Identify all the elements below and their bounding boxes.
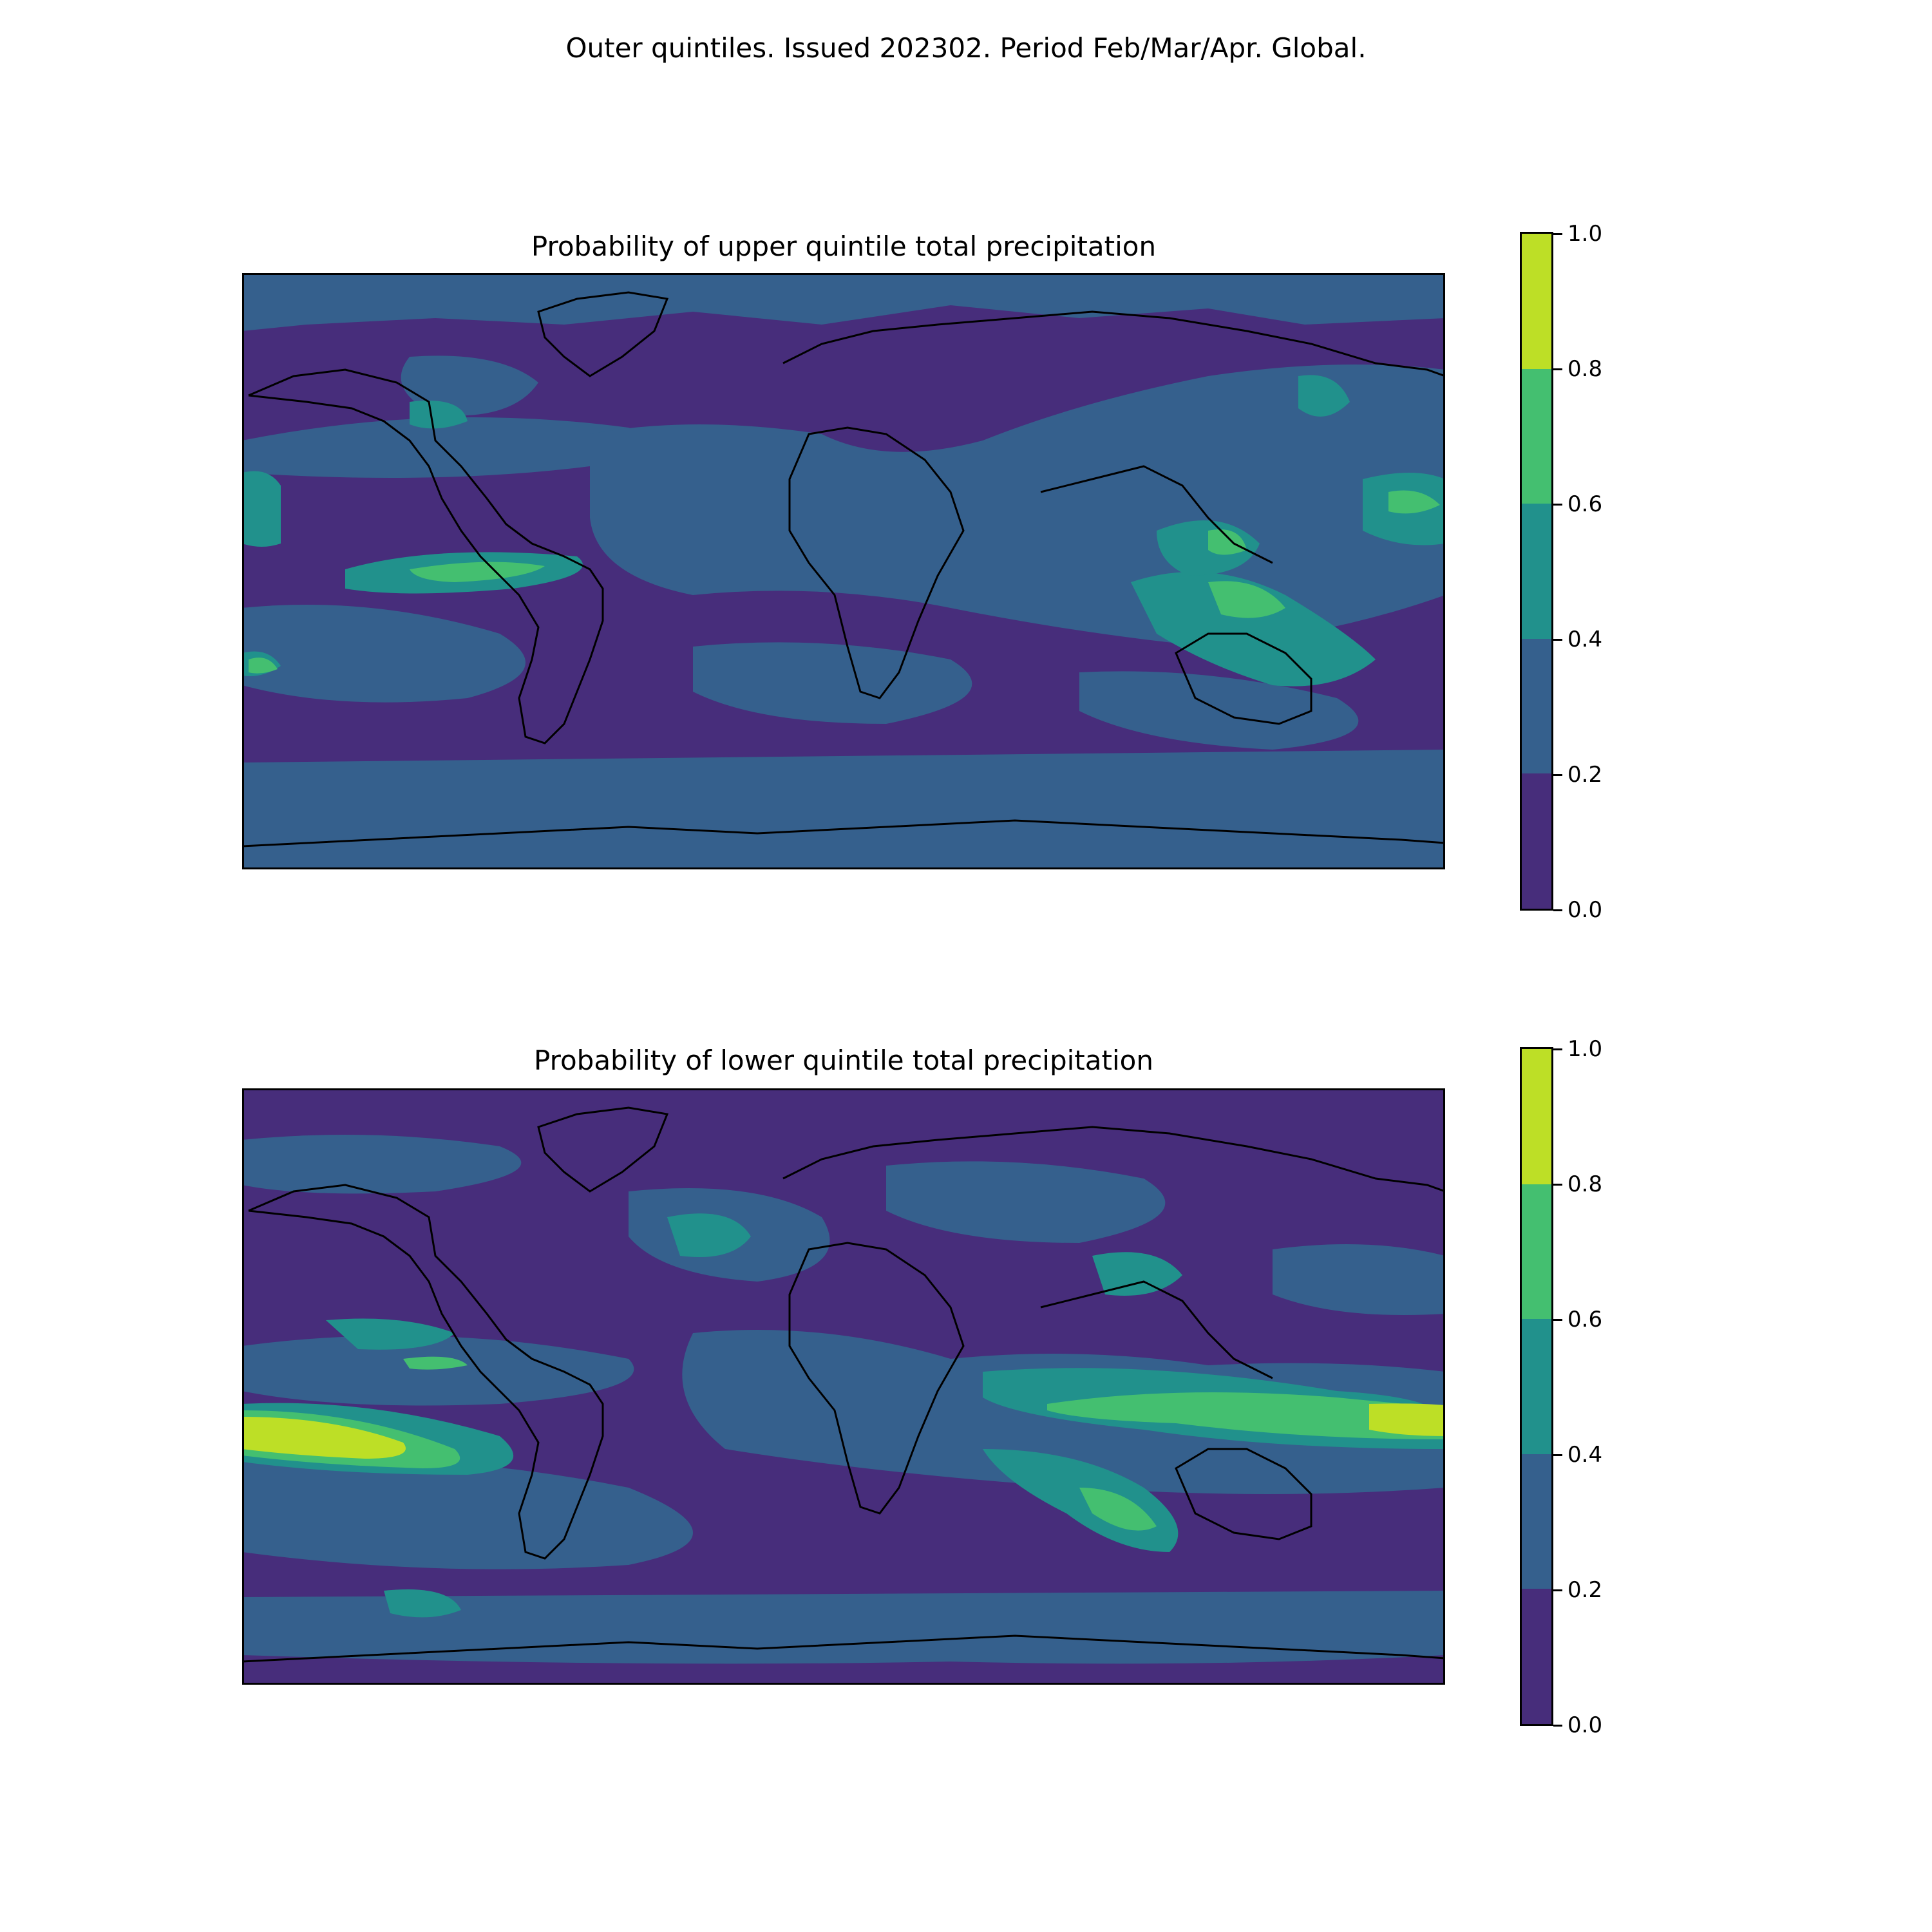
colorbar-upper-label: 1.0 — [1567, 221, 1603, 247]
figure-suptitle: Outer quintiles. Issued 202302. Period F… — [565, 32, 1367, 64]
map-upper-svg — [242, 273, 1445, 869]
colorbar-lower-tick — [1553, 1725, 1562, 1727]
colorbar-lower-label: 0.0 — [1567, 1712, 1603, 1738]
colorbar-lower-tick — [1553, 1319, 1562, 1321]
colorbar-lower-label: 0.8 — [1567, 1171, 1603, 1197]
colorbar-upper-tick — [1553, 774, 1562, 776]
colorbar-upper-tick — [1553, 368, 1562, 370]
coastlines-upper — [242, 291, 1445, 848]
colorbar-upper-tick — [1553, 233, 1562, 235]
colorbar-lower-tick — [1553, 1184, 1562, 1186]
colorbar-upper-seg-0 — [1522, 773, 1551, 909]
colorbar-upper-label: 0.8 — [1567, 356, 1603, 382]
field-bin-0-6-upper — [249, 490, 1440, 674]
colorbar-lower-seg-4 — [1522, 1049, 1551, 1184]
colorbar-upper — [1520, 232, 1553, 911]
colorbar-lower-label: 0.2 — [1567, 1577, 1603, 1603]
colorbar-lower-seg-2 — [1522, 1319, 1551, 1454]
coastlines-lower — [242, 1106, 1445, 1663]
colorbar-upper-tick — [1553, 639, 1562, 641]
colorbar-lower-tick — [1553, 1454, 1562, 1456]
colorbar-upper-seg-4 — [1522, 234, 1551, 369]
colorbar-upper-tick — [1553, 504, 1562, 506]
colorbar-lower-label: 0.4 — [1567, 1442, 1603, 1468]
colorbar-lower — [1520, 1047, 1553, 1726]
colorbar-upper-seg-1 — [1522, 638, 1551, 774]
colorbar-upper-seg-2 — [1522, 504, 1551, 639]
colorbar-lower-seg-0 — [1522, 1589, 1551, 1724]
field-bin-0-4-upper — [242, 375, 1445, 687]
colorbar-upper-label: 0.0 — [1567, 897, 1603, 923]
panel-title-upper: Probability of upper quintile total prec… — [531, 231, 1157, 262]
colorbar-lower-tick — [1553, 1048, 1562, 1050]
colorbar-upper-label: 0.4 — [1567, 627, 1603, 652]
colorbar-upper-label: 0.6 — [1567, 491, 1603, 517]
map-lower-quintile[interactable] — [242, 1088, 1445, 1685]
field-bin-0-8-lower — [242, 1403, 1445, 1459]
map-lower-svg — [242, 1088, 1445, 1685]
colorbar-lower-seg-3 — [1522, 1184, 1551, 1320]
colorbar-upper-seg-3 — [1522, 368, 1551, 504]
map-upper-quintile[interactable] — [242, 273, 1445, 869]
panel-title-lower: Probability of lower quintile total prec… — [534, 1045, 1153, 1076]
colorbar-lower-label: 0.6 — [1567, 1307, 1603, 1332]
colorbar-lower-tick — [1553, 1589, 1562, 1591]
colorbar-lower-seg-1 — [1522, 1454, 1551, 1589]
field-bin-0-2-upper — [242, 273, 1445, 869]
colorbar-lower-label: 1.0 — [1567, 1036, 1603, 1062]
map-frame-upper — [242, 273, 1445, 869]
map-frame-lower — [242, 1088, 1445, 1685]
colorbar-upper-tick — [1553, 909, 1562, 911]
colorbar-upper-label: 0.2 — [1567, 762, 1603, 788]
